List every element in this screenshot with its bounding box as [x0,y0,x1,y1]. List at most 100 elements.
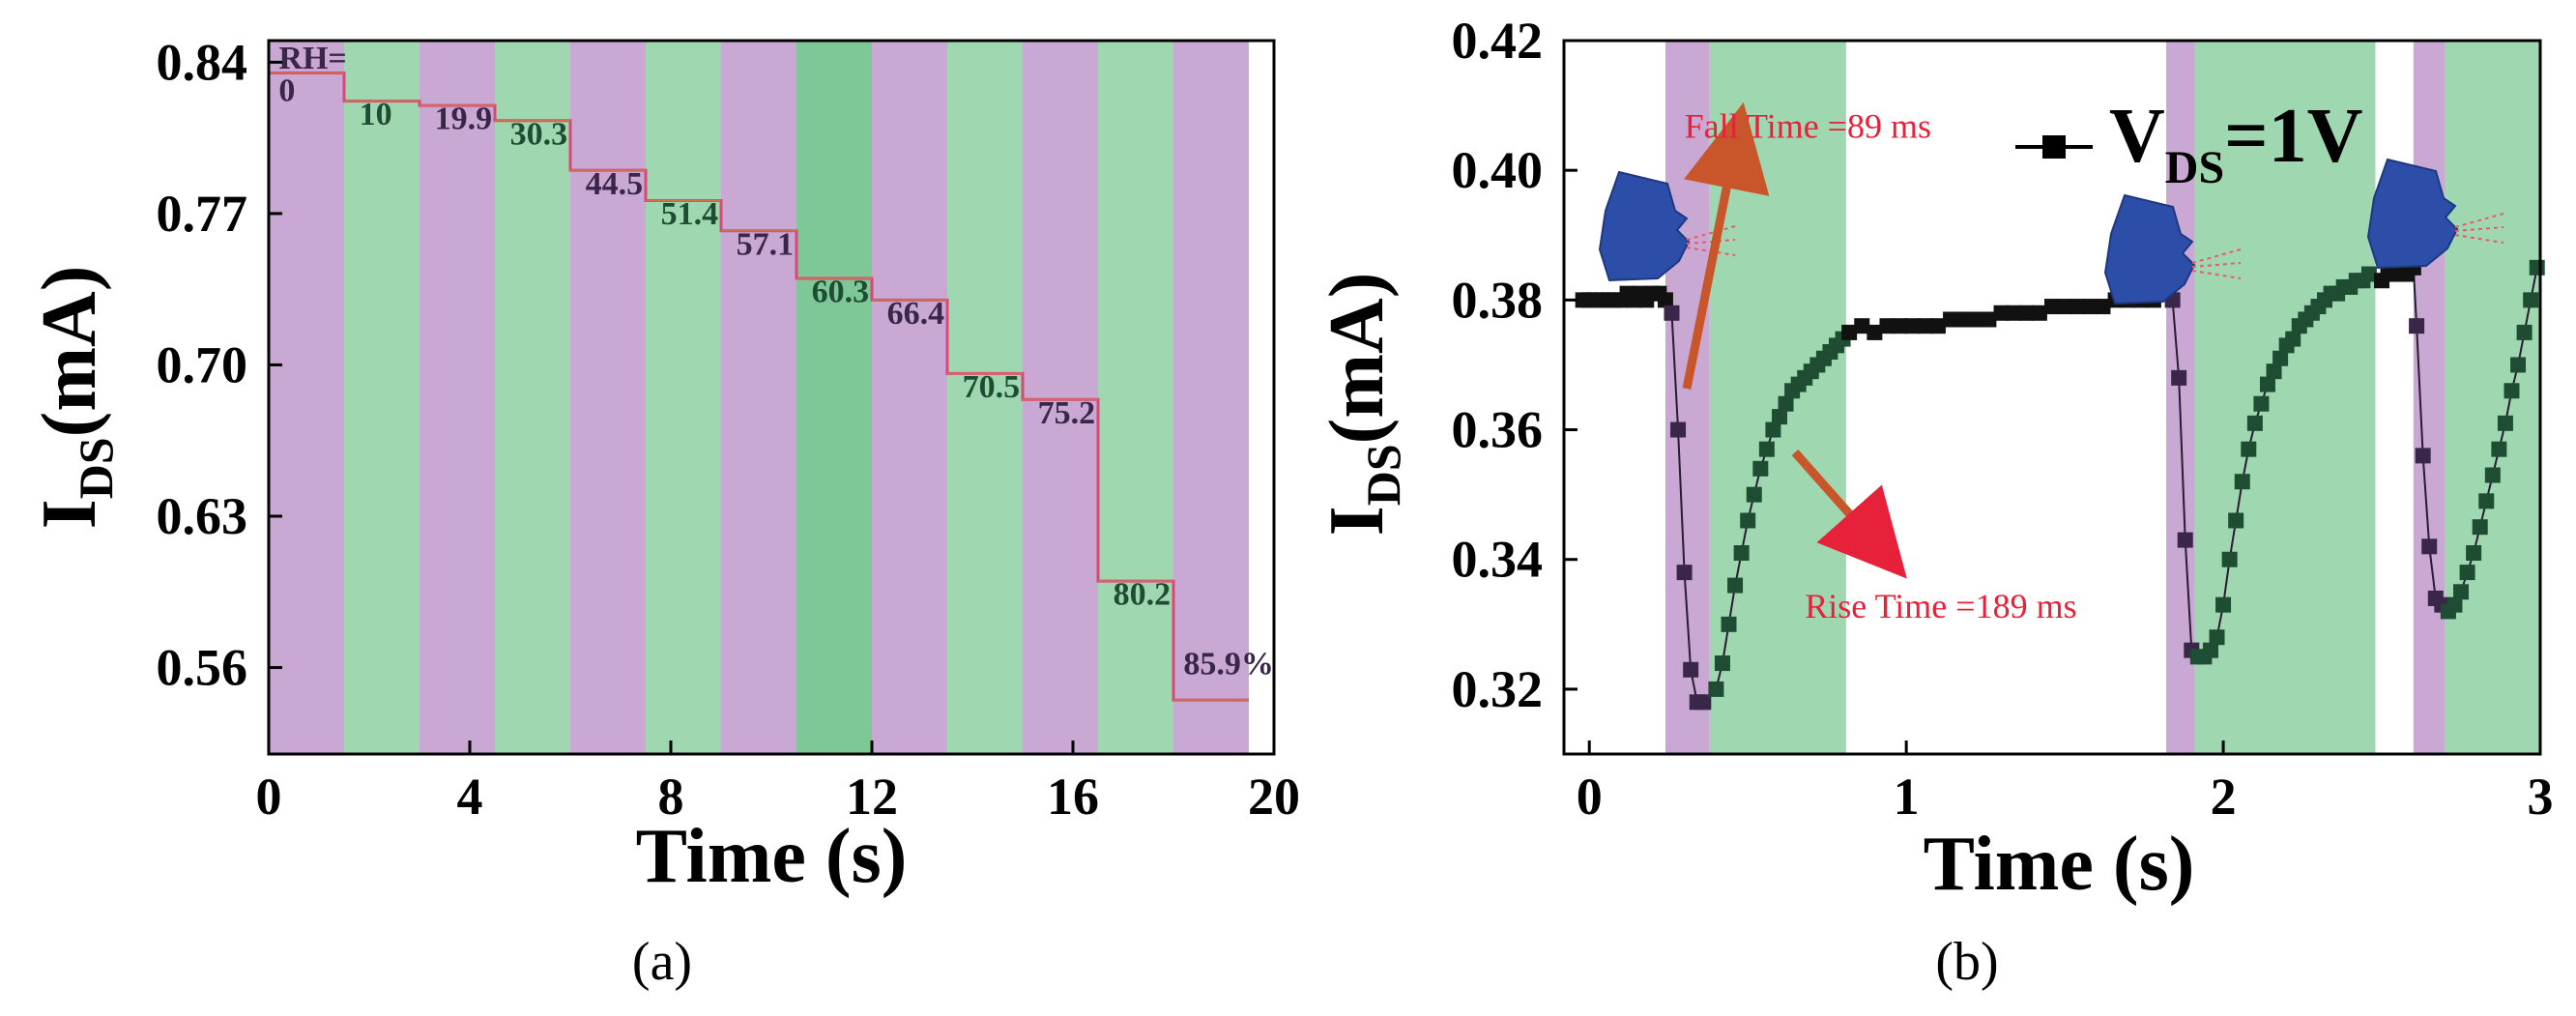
chart-b-point [2095,299,2111,315]
chart-a-rh-label: 57.1 [737,226,795,262]
chart-b-point [2006,305,2022,321]
chart-a-trace [269,72,1249,702]
chart-b-band [2194,41,2376,754]
rise-time-annotation: Rise Time =189 ms [1805,587,2076,625]
chart-a-ytick-label: 0.70 [157,335,248,393]
chart-b-point [1892,318,1908,334]
chart-b-point [1758,441,1775,457]
chart-b-point [1657,292,1673,308]
chart-a-rh-label: 70.5 [963,369,1021,405]
chart-b-point [1943,311,1959,328]
chart-a-ytick-label: 0.63 [157,487,248,545]
legend-label-main: V [2109,94,2165,179]
chart-a-rh-label: 80.2 [1114,577,1172,613]
chart-b-point [2221,551,2238,567]
chart-b-band [2413,41,2446,754]
chart-a-band [646,41,721,754]
fall-arrow [1682,102,1770,390]
chart-a-band [1023,41,1098,754]
chart-b-point [2234,474,2250,490]
chart-b-point [2510,357,2527,373]
chart-b-point [1867,324,1883,340]
chart-b-point [1676,565,1693,581]
chart-a-ylabel: IDS(mA) [27,266,123,530]
chart-b-point [2285,331,2301,347]
chart-b-point [1714,655,1730,672]
legend-marker [2042,135,2066,159]
chart-b-point [1778,395,1794,412]
breath-face-icon [2366,158,2504,270]
chart-b-point [2031,305,2047,321]
chart-a-xtick-label: 12 [846,768,898,826]
chart-b-point [1708,681,1724,697]
chart-a-rh-label: 19.9 [435,102,493,137]
chart-a-ylabel-unit: (mA) [27,266,112,438]
chart-b-point [2529,259,2545,276]
chart-a-rh-label: 75.2 [1038,395,1096,431]
chart-b-point [2044,299,2060,315]
chart-b-band [2445,41,2540,754]
chart-b-point [1740,512,1756,529]
chart-a-frame [267,39,1276,756]
chart-b-point [1854,318,1870,334]
chart-b: Fall Time =89 ms Rise Time =189 ms VDS=1… [1315,12,2554,992]
chart-b-point [1765,421,1781,438]
chart-a-band [947,41,1023,754]
legend-label: VDS=1V [2109,94,2363,193]
chart-b-point [2228,512,2244,529]
chart-a-band [796,41,872,754]
chart-b-point [2415,448,2431,464]
chart-b-point [1968,311,1984,328]
chart-b-ytick-label: 0.32 [1452,660,1544,718]
chart-b-ticks: 0 1 2 3 0.32 0.34 0.36 0.38 0.40 0.42 [1452,12,2554,826]
chart-b-point [1955,311,1972,328]
chart-b-ylabel-main: I [1315,506,1400,536]
chart-a-xtick-label: 16 [1047,768,1099,826]
chart-b-point [2466,545,2482,562]
chart-a-bands [269,41,1249,754]
chart-b-point [1752,460,1769,477]
chart-b-point [2472,519,2488,536]
chart-b-ytick-label: 0.36 [1452,401,1544,459]
chart-a-ylabel-sub: DS [69,437,123,499]
chart-b-point [2259,376,2275,392]
chart-b-ylabel-sub: DS [1356,444,1410,506]
chart-b-point [2497,415,2513,431]
chart-b-point [2253,395,2270,412]
chart-a-ticks: 0 4 8 12 16 20 0.56 0.63 0.70 0.77 0.84 [157,33,1301,826]
chart-a-band [1098,41,1173,754]
chart-b-point [1879,318,1896,334]
chart-b-point [1841,324,1858,340]
chart-b-point [2504,383,2520,399]
chart-b-point [2478,493,2495,509]
chart-b-point [2516,324,2533,340]
chart-a-xtick-label: 20 [1248,768,1300,826]
chart-a-rh-label: 30.3 [510,116,568,152]
chart-b-point [1727,577,1744,594]
chart-a-ylabel-main: I [27,499,112,529]
chart-a-band [269,41,344,754]
chart-a-xtick-label: 0 [256,768,282,826]
chart-b-point [2202,642,2218,658]
chart-a-rh-label: 10 [360,97,392,132]
chart-b-xlabel: Time (s) [1924,822,2195,907]
chart-b-point [1695,694,1712,711]
chart-a-rh-labels: RH=0 10 19.9 30.3 44.5 51.4 57.1 60.3 66.4 70.5 75… [278,41,1274,682]
chart-a-band [1173,41,1249,754]
breath-face-icon [2103,193,2242,305]
chart-b-point [2360,266,2377,282]
chart-b-point [1929,318,1946,334]
chart-b-point [1733,545,1750,562]
chart-b-point [1664,305,1680,321]
chart-b-point [2069,299,2086,315]
caption-a: (a) [632,932,692,992]
chart-b-point [2215,596,2232,613]
chart-b-xtick-label: 3 [2528,768,2554,826]
chart-b-point [2241,441,2257,457]
chart-b-point [2209,629,2225,646]
rise-arrow [1791,450,1907,579]
chart-b-point [2246,415,2263,431]
chart-b-xtick-label: 0 [1577,768,1603,826]
chart-b-point [2266,363,2282,380]
